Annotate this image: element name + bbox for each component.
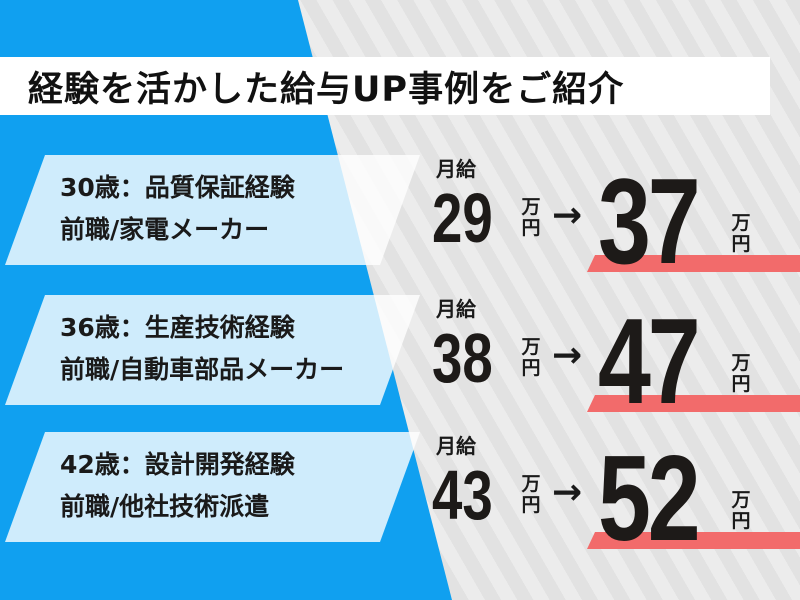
case-profile: 30歳：品質保証経験 前職/家電メーカー bbox=[60, 167, 295, 251]
highlight-bar bbox=[587, 395, 800, 412]
unit-man: 万 bbox=[521, 196, 541, 218]
unit-before: 万円 bbox=[520, 337, 542, 379]
unit-en: 円 bbox=[731, 233, 751, 255]
case-card bbox=[5, 155, 420, 265]
highlight-bar bbox=[587, 255, 800, 272]
unit-en: 円 bbox=[731, 510, 751, 532]
monthly-salary-label: 月給 bbox=[436, 434, 476, 458]
unit-en: 円 bbox=[731, 373, 751, 395]
unit-man: 万 bbox=[731, 352, 751, 374]
case-card bbox=[5, 295, 420, 405]
unit-man: 万 bbox=[521, 473, 541, 495]
unit-after: 万円 bbox=[730, 213, 752, 255]
case-card bbox=[5, 432, 420, 542]
unit-en: 円 bbox=[521, 494, 541, 516]
case-profile: 42歳：設計開発経験 前職/他社技術派遣 bbox=[60, 444, 295, 528]
arrow-icon: → bbox=[552, 335, 583, 376]
unit-before: 万円 bbox=[520, 197, 542, 239]
case-previous-job: 前職/他社技術派遣 bbox=[60, 492, 270, 521]
page-title: 経験を活かした給与UP事例をご紹介 bbox=[28, 69, 625, 110]
salary-before: 43 bbox=[432, 456, 493, 534]
case-age-experience: 42歳：設計開発経験 bbox=[60, 450, 295, 479]
unit-after: 万円 bbox=[730, 353, 752, 395]
salary-before: 29 bbox=[432, 179, 493, 257]
unit-en: 円 bbox=[521, 217, 541, 239]
salary-after: 47 bbox=[598, 293, 701, 429]
case-profile: 36歳：生産技術経験 前職/自動車部品メーカー bbox=[60, 307, 344, 391]
arrow-icon: → bbox=[552, 195, 583, 236]
case-previous-job: 前職/家電メーカー bbox=[60, 215, 270, 244]
unit-en: 円 bbox=[521, 357, 541, 379]
unit-before: 万円 bbox=[520, 474, 542, 516]
arrow-icon: → bbox=[552, 472, 583, 513]
salary-after: 52 bbox=[598, 430, 701, 566]
monthly-salary-label: 月給 bbox=[436, 297, 476, 321]
title-banner: 経験を活かした給与UP事例をご紹介 bbox=[0, 57, 770, 115]
case-age-experience: 30歳：品質保証経験 bbox=[60, 173, 295, 202]
monthly-salary-label: 月給 bbox=[436, 157, 476, 181]
salary-before: 38 bbox=[432, 319, 493, 397]
salary-after: 37 bbox=[598, 153, 701, 289]
unit-after: 万円 bbox=[730, 490, 752, 532]
highlight-bar bbox=[587, 532, 800, 549]
unit-man: 万 bbox=[521, 336, 541, 358]
unit-man: 万 bbox=[731, 489, 751, 511]
case-age-experience: 36歳：生産技術経験 bbox=[60, 313, 295, 342]
unit-man: 万 bbox=[731, 212, 751, 234]
case-previous-job: 前職/自動車部品メーカー bbox=[60, 355, 345, 384]
